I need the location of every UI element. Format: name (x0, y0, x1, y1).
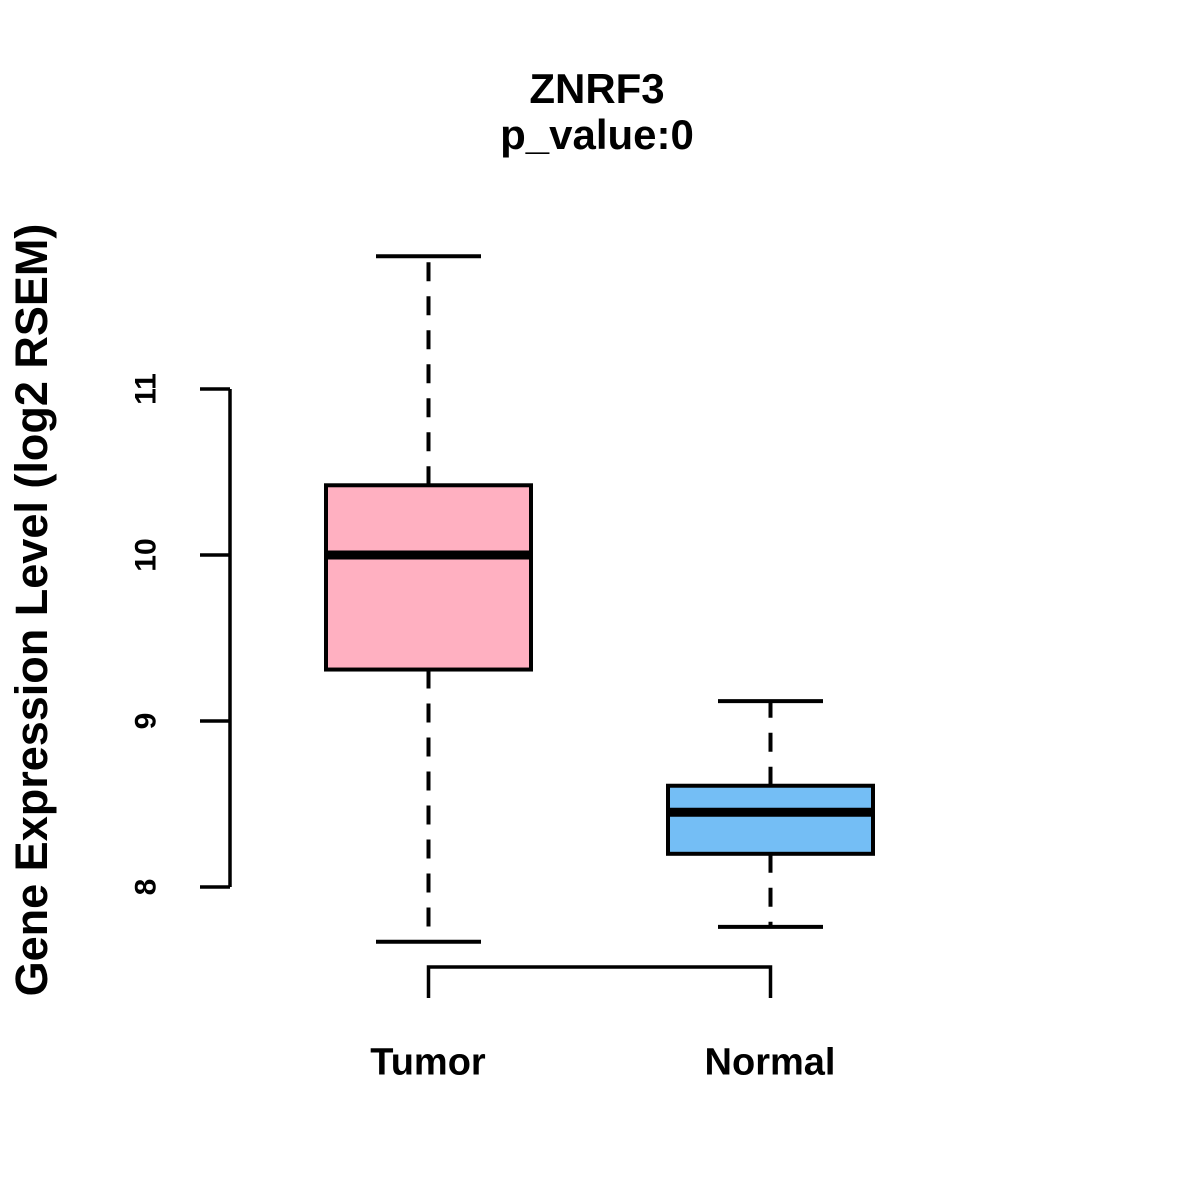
y-tick-label: 10 (130, 538, 163, 571)
x-axis-bracket (426, 965, 773, 998)
chart-title: ZNRF3 (529, 65, 665, 112)
y-tick-label: 11 (130, 373, 163, 405)
box-normal (666, 783, 875, 856)
y-tick-label: 8 (130, 879, 163, 896)
category-label-normal: Normal (704, 1041, 836, 1084)
y-tick-label: 9 (130, 713, 163, 730)
box-tumor (324, 483, 533, 672)
chart-title-block: ZNRF3 p_value:0 (230, 66, 964, 158)
category-label-tumor: Tumor (370, 1041, 486, 1084)
chart-subtitle: p_value:0 (500, 111, 694, 158)
